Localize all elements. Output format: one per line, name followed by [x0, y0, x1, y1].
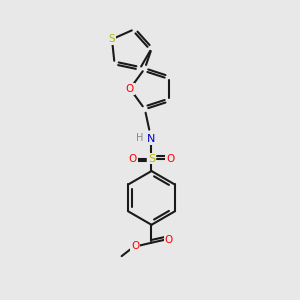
- Text: O: O: [126, 84, 134, 94]
- Text: H: H: [136, 133, 143, 142]
- Text: O: O: [166, 154, 174, 164]
- Text: O: O: [131, 241, 139, 251]
- Text: N: N: [147, 134, 156, 144]
- Text: O: O: [165, 235, 173, 245]
- Text: S: S: [148, 154, 155, 164]
- Text: S: S: [109, 34, 115, 44]
- Text: O: O: [129, 154, 137, 164]
